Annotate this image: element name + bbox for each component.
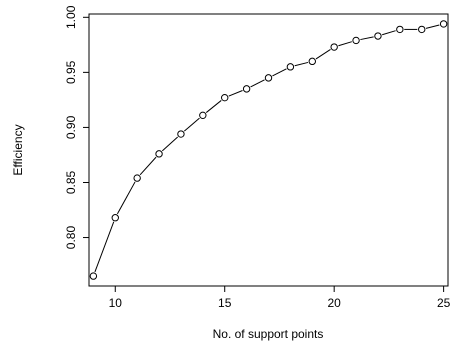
- x-tick-label: 20: [327, 296, 341, 310]
- data-point: [111, 214, 119, 222]
- y-tick-label: 0.90: [64, 115, 78, 139]
- series-segment: [183, 117, 200, 132]
- series-segment: [382, 30, 396, 36]
- series-segment: [205, 100, 222, 113]
- series-segment: [116, 181, 136, 215]
- data-point: [308, 57, 316, 66]
- data-point: [352, 36, 360, 45]
- plot-frame: [88, 13, 449, 287]
- y-axis: 0.80 0.85 0.90 0.95 1.00: [64, 5, 89, 249]
- x-tick-label: 10: [109, 296, 123, 310]
- series-efficiency: [89, 20, 448, 280]
- data-point: [177, 130, 185, 138]
- series-segment: [272, 68, 287, 77]
- x-tick-label: 15: [218, 296, 232, 310]
- series-segment: [338, 41, 352, 47]
- data-point: [396, 25, 404, 34]
- data-point: [374, 32, 382, 40]
- data-point: [286, 63, 295, 71]
- y-tick-label: 0.80: [64, 226, 78, 250]
- x-axis: 10 15 20 25: [109, 286, 451, 310]
- y-axis-title: Efficiency: [11, 124, 25, 175]
- data-point: [155, 150, 163, 158]
- data-point: [439, 20, 448, 28]
- series-segment: [425, 24, 440, 29]
- data-point: [89, 272, 98, 280]
- data-point: [221, 93, 229, 102]
- series-segment: [161, 136, 179, 152]
- data-point: [133, 174, 141, 182]
- data-point: [264, 74, 273, 82]
- data-point: [242, 85, 251, 93]
- data-point: [418, 25, 426, 34]
- x-tick-label: 25: [437, 296, 451, 310]
- series-segment: [228, 90, 243, 97]
- series-segment: [360, 36, 374, 41]
- data-point: [199, 111, 207, 120]
- series-segment: [94, 221, 115, 273]
- y-tick-label: 1.00: [64, 5, 78, 29]
- series-segment: [250, 79, 265, 88]
- data-point: [330, 43, 338, 51]
- y-tick-label: 0.95: [64, 60, 78, 84]
- y-tick-label: 0.85: [64, 170, 78, 194]
- series-segment: [294, 61, 309, 67]
- series-segment: [139, 156, 157, 176]
- x-axis-title: No. of support points: [213, 327, 324, 341]
- series-segment: [315, 49, 331, 60]
